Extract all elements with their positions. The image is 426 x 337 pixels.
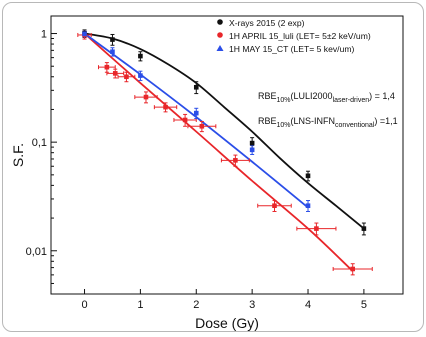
data-point — [314, 226, 319, 231]
x-tick-label: 5 — [361, 299, 367, 311]
x-tick-label: 4 — [305, 299, 311, 311]
data-point — [82, 31, 87, 37]
survival-fraction-chart: 0 1 2 3 4 5 1 0,1 0,01 X-rays 2015 (2 exp) 1H AP… — [10, 15, 404, 331]
data-point — [138, 73, 143, 78]
data-point — [163, 104, 168, 110]
y-tick-label: 1 — [41, 29, 47, 41]
data-point — [193, 110, 199, 116]
data-point — [249, 147, 255, 153]
data-point — [199, 123, 205, 129]
data-point — [305, 173, 311, 179]
data-points — [82, 31, 367, 272]
data-point — [182, 117, 188, 123]
x-axis: 0 1 2 3 4 5 — [81, 289, 367, 311]
chart-frame: 0 1 2 3 4 5 1 0,1 0,01 X-rays 2015 (2 exp) 1H AP… — [2, 2, 424, 332]
data-point — [193, 84, 199, 90]
y-tick-label: 0,01 — [26, 246, 47, 258]
data-point — [361, 226, 367, 231]
data-point — [233, 158, 238, 163]
rbe-annotations: RBE10%(LULI2000laser-driven) = 1,4 RBE10%… — [258, 91, 398, 129]
x-tick-label: 3 — [249, 299, 255, 311]
y-axis-label: S.F. — [10, 143, 26, 167]
fit-curves — [83, 32, 365, 272]
legend-label: X-rays 2015 (2 exp) — [229, 18, 305, 28]
legend-label: 1H MAY 15_CT (LET= 5 kev/um) — [229, 44, 355, 54]
rbe-annotation: RBE10%(LNS-INFNconventional) =1,1 — [258, 116, 398, 129]
legend-marker — [216, 45, 224, 51]
x-tick-label: 1 — [137, 299, 143, 311]
fit-curve — [83, 32, 354, 272]
data-point — [143, 94, 149, 100]
data-point — [104, 64, 110, 70]
data-point — [249, 140, 255, 146]
legend: X-rays 2015 (2 exp) 1H APRIL 15_luli (LET… — [216, 18, 371, 54]
plot-area — [50, 15, 404, 295]
rbe-annotation: RBE10%(LULI2000laser-driven) = 1,4 — [258, 91, 395, 104]
data-point — [110, 37, 115, 42]
legend-marker — [217, 19, 223, 25]
data-point — [272, 203, 277, 208]
legend-marker — [217, 32, 223, 38]
fit-curve — [84, 32, 365, 230]
data-point — [138, 53, 143, 59]
y-tick-label: 0,1 — [32, 137, 47, 149]
legend-label: 1H APRIL 15_luli (LET= 5±2 keV/um) — [229, 31, 371, 41]
y-axis: 1 0,1 0,01 — [26, 29, 57, 295]
x-axis-label: Dose (Gy) — [195, 315, 259, 331]
x-tick-label: 2 — [193, 299, 199, 311]
data-point — [350, 266, 356, 272]
data-point — [124, 74, 129, 80]
data-point — [305, 203, 311, 208]
data-point — [110, 49, 115, 55]
x-tick-label: 0 — [81, 299, 87, 311]
data-point — [112, 71, 118, 76]
